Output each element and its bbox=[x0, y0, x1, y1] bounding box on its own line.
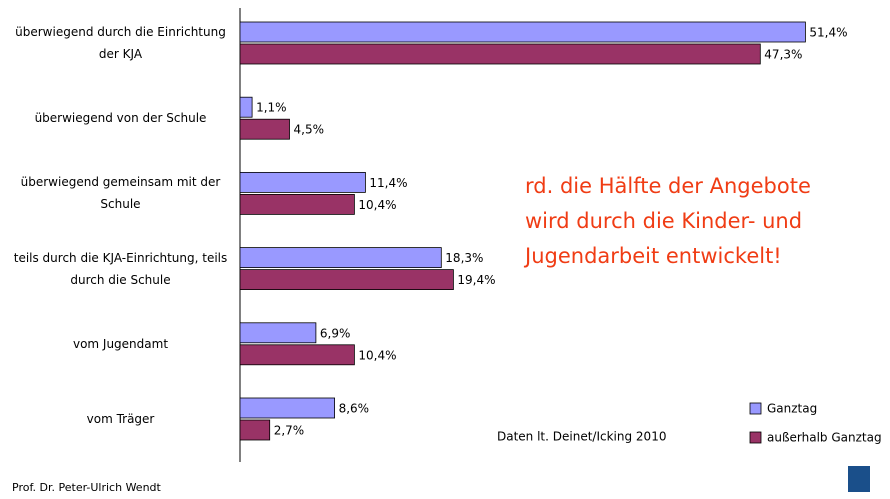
bar bbox=[239, 419, 271, 441]
value-label: 47,3% bbox=[764, 48, 802, 62]
legend-label: außerhalb Ganztag bbox=[767, 431, 882, 445]
bar bbox=[239, 193, 355, 215]
value-label: 51,4% bbox=[809, 26, 847, 40]
bar bbox=[239, 344, 355, 366]
bar bbox=[239, 247, 442, 269]
value-label: 4,5% bbox=[294, 123, 325, 137]
footer: Prof. Dr. Peter-Ulrich Wendt bbox=[12, 481, 162, 494]
bar bbox=[239, 269, 454, 291]
value-label: 2,7% bbox=[274, 424, 305, 438]
category-label: teils durch die KJA-Einrichtung, teils d… bbox=[13, 250, 228, 287]
bar bbox=[239, 322, 317, 344]
annotation: rd. die Hälfte der Angebote bbox=[525, 174, 811, 198]
value-label: 18,3% bbox=[445, 251, 483, 265]
legend-label: Ganztag bbox=[767, 402, 817, 416]
value-label: 10,4% bbox=[358, 348, 396, 362]
value-label: 6,9% bbox=[320, 326, 351, 340]
category-label: vom Jugendamt bbox=[72, 336, 169, 351]
legend-swatch bbox=[749, 431, 762, 444]
annotation: wird durch die Kinder- und bbox=[525, 209, 802, 233]
bar bbox=[239, 171, 366, 193]
value-label: 11,4% bbox=[369, 176, 407, 190]
value-label: 8,6% bbox=[339, 402, 370, 416]
bar bbox=[239, 21, 806, 43]
legend-swatch bbox=[749, 402, 762, 415]
annotation: Jugendarbeit entwickelt! bbox=[523, 244, 782, 268]
category-label: überwiegend gemeinsam mit der Schule bbox=[20, 175, 221, 212]
bar bbox=[239, 43, 761, 65]
category-label: überwiegend durch die Einrichtung der KJ… bbox=[15, 25, 226, 61]
logo bbox=[848, 466, 870, 492]
value-label: 10,4% bbox=[358, 198, 396, 212]
bar bbox=[239, 96, 253, 118]
value-label: 1,1% bbox=[256, 101, 287, 115]
bar bbox=[239, 118, 290, 140]
value-label: 19,4% bbox=[457, 273, 495, 287]
source: Daten lt. Deinet/Icking 2010 bbox=[497, 430, 666, 444]
bar bbox=[239, 397, 335, 419]
category-label: überwiegend von der Schule bbox=[34, 111, 207, 126]
category-label: vom Träger bbox=[86, 412, 155, 426]
